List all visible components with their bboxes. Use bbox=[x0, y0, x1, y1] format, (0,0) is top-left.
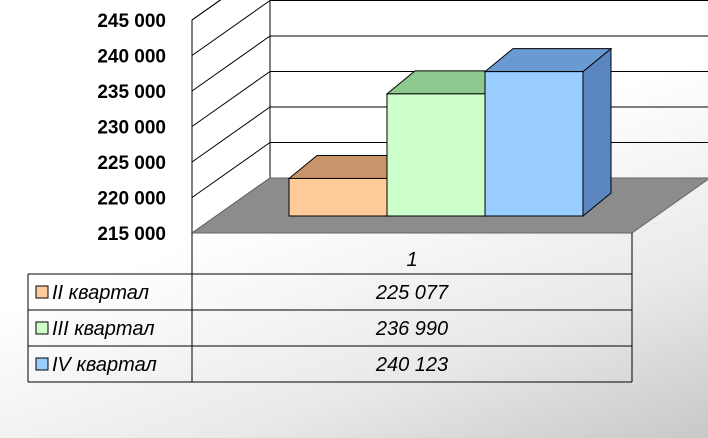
y-tick-label: 245 000 bbox=[97, 11, 166, 32]
bars bbox=[287, 47, 613, 218]
y-tick-label: 240 000 bbox=[97, 47, 166, 68]
bar-front bbox=[484, 71, 584, 217]
gridline-side bbox=[191, 142, 271, 198]
category-label: 1 bbox=[406, 249, 417, 271]
gridline-side bbox=[191, 106, 271, 163]
y-tick-label: 215 000 bbox=[97, 224, 166, 245]
legend-swatch bbox=[35, 357, 49, 371]
bar-3 bbox=[483, 47, 613, 218]
y-tick-label: 235 000 bbox=[97, 82, 166, 103]
gridline-side bbox=[191, 0, 271, 56]
value-label: 225 077 bbox=[375, 282, 449, 304]
bar-side bbox=[582, 47, 612, 218]
legend-swatch bbox=[35, 321, 49, 335]
gridline-side bbox=[191, 71, 271, 127]
legend-label: II квартал bbox=[52, 282, 149, 304]
legend-label: IV квартал bbox=[52, 354, 157, 376]
value-label: 240 123 bbox=[375, 354, 448, 376]
y-tick-label: 230 000 bbox=[97, 118, 166, 139]
gridline-side bbox=[191, 0, 222, 21]
gridline-side bbox=[191, 35, 271, 92]
legend-label: III квартал bbox=[52, 318, 155, 340]
y-axis: 215 000 220 000 225 000 230 000 235 000 240 0… bbox=[97, 11, 166, 245]
data-table: 1 II квартал 225 077 III квартал 236 990 IV к… bbox=[27, 233, 633, 383]
y-tick-label: 220 000 bbox=[97, 189, 166, 210]
y-tick-label: 225 000 bbox=[97, 153, 166, 174]
bar-front bbox=[386, 93, 486, 217]
value-label: 236 990 bbox=[375, 318, 448, 340]
legend-swatch bbox=[35, 285, 49, 299]
bar-front bbox=[288, 177, 388, 217]
